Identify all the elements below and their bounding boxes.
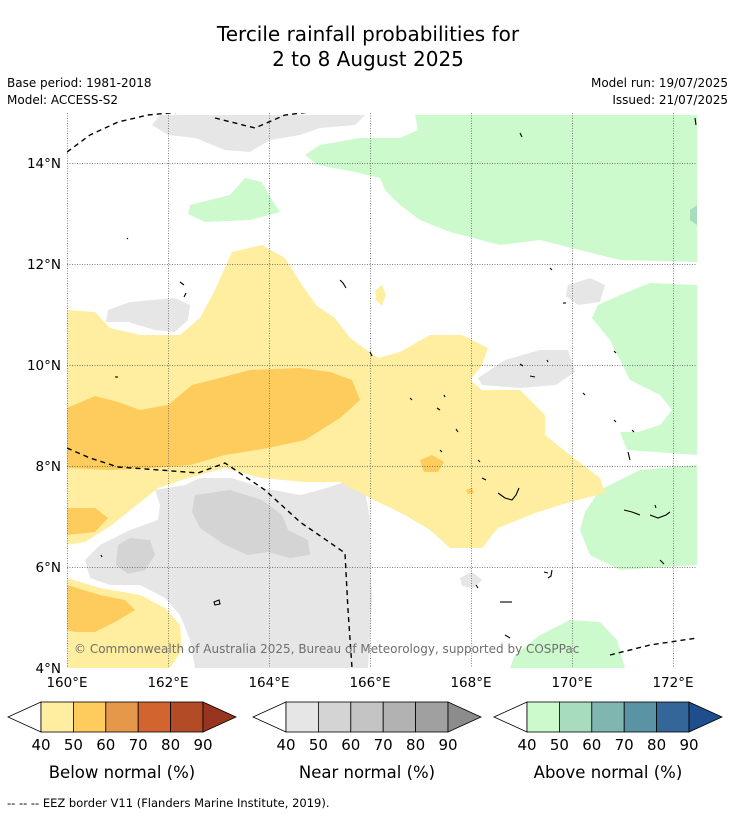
- latitude-labels: 14°N 12°N 10°N 8°N 6°N 4°N: [27, 156, 61, 677]
- colorbar-swatch: [317, 701, 352, 733]
- colorbar-tick-label: 70: [615, 736, 634, 754]
- near-normal-region-mid: [478, 350, 575, 388]
- colorbar-tick-label: 40: [517, 736, 536, 754]
- lon-label: 164°E: [248, 675, 289, 691]
- colorbar-tick-label: 50: [309, 736, 328, 754]
- colorbar-tick-label: 80: [161, 736, 180, 754]
- island-markers: [100, 117, 697, 639]
- lon-label: 160°E: [46, 675, 87, 691]
- model-name: Model: ACCESS-S2: [7, 93, 119, 107]
- map-plot-area: © Commonwealth of Australia 2025, Bureau…: [67, 113, 697, 668]
- above-normal-region-south: [510, 620, 625, 668]
- colorbar-tick-label: 70: [374, 736, 393, 754]
- colorbar-swatch: [526, 701, 560, 733]
- colorbar-low-extend: [7, 701, 42, 733]
- colorbar-swatch: [170, 701, 204, 733]
- lon-label: 168°E: [450, 675, 491, 691]
- near-normal-region-dot: [460, 572, 482, 588]
- colorbar-tick-label: 70: [129, 736, 148, 754]
- colorbar-legends: 40 50 60 70 80 90 Below normal (%) 40 50 60 70 80 90…: [7, 701, 723, 782]
- colorbar-high-extend: [202, 701, 237, 733]
- below-normal-50-dot: [466, 488, 474, 494]
- lat-label: 12°N: [27, 257, 61, 273]
- lon-label: 170°E: [551, 675, 592, 691]
- lon-label: 166°E: [349, 675, 390, 691]
- colorbar-title: Below normal (%): [49, 763, 196, 782]
- issued-date: Issued: 21/07/2025: [612, 93, 728, 107]
- colorbar-swatch: [623, 701, 658, 733]
- title-line-1: Tercile rainfall probabilities for: [216, 22, 520, 46]
- below-normal-region-spot: [376, 285, 386, 306]
- colorbar-title: Above normal (%): [534, 763, 683, 782]
- base-period: Base period: 1981-2018: [7, 76, 152, 90]
- near-normal-region-south: [85, 478, 372, 668]
- colorbar-swatch: [285, 701, 319, 733]
- colorbar-tick-label: 50: [64, 736, 83, 754]
- colorbar-tick-label: 90: [679, 736, 698, 754]
- eez-border: [67, 113, 697, 668]
- above-normal-50-patch: [690, 205, 697, 225]
- colorbar-0: 40 50 60 70 80 90 Below normal (%): [7, 701, 237, 782]
- colorbar-swatch: [105, 701, 139, 733]
- lon-label: 162°E: [147, 675, 188, 691]
- lat-label: 6°N: [36, 560, 61, 576]
- colorbar-low-extend: [252, 701, 287, 733]
- lon-label: 172°E: [652, 675, 693, 691]
- colorbar-swatch: [656, 701, 690, 733]
- colorbar-tick-label: 50: [550, 736, 569, 754]
- colorbar-tick-label: 80: [647, 736, 666, 754]
- map-title: Tercile rainfall probabilities for 2 to …: [0, 22, 736, 72]
- colorbar-tick-label: 60: [341, 736, 360, 754]
- colorbar-swatch: [415, 701, 449, 733]
- above-normal-region-east: [592, 283, 697, 455]
- colorbar-2: 40 50 60 70 80 90 Above normal (%): [493, 701, 723, 782]
- colorbar-title: Near normal (%): [299, 763, 435, 782]
- colorbar-swatch: [350, 701, 384, 733]
- colorbar-tick-label: 90: [438, 736, 457, 754]
- near-normal-region-north: [152, 115, 365, 152]
- below-normal-50-southwest: [67, 585, 135, 632]
- below-normal-50-spot: [420, 455, 444, 472]
- near-normal-region-west: [106, 298, 190, 332]
- model-run: Model run: 19/07/2025: [590, 76, 728, 90]
- colorbar-high-extend: [688, 701, 723, 733]
- colorbar-tick-label: 60: [582, 736, 601, 754]
- near-normal-region-east: [566, 278, 605, 305]
- eez-footnote: -- -- -- EEZ border V11 (Flanders Marine…: [7, 796, 330, 810]
- colorbar-tick-label: 90: [193, 736, 212, 754]
- lat-label: 8°N: [36, 459, 61, 475]
- colorbar-swatch: [559, 701, 593, 733]
- map-gridlines: [67, 113, 697, 668]
- lat-label: 4°N: [36, 661, 61, 677]
- colorbar-swatch: [73, 701, 107, 733]
- colorbar-tick-label: 80: [406, 736, 425, 754]
- below-normal-50-west: [67, 508, 108, 535]
- colorbar-swatch: [591, 701, 625, 733]
- colorbar-tick-label: 40: [276, 736, 295, 754]
- colorbar-high-extend: [447, 701, 482, 733]
- above-normal-region-southeast: [580, 465, 697, 570]
- above-normal-region-small: [188, 178, 280, 222]
- near-normal-50-patch: [116, 538, 155, 574]
- copyright-notice: © Commonwealth of Australia 2025, Bureau…: [74, 642, 579, 656]
- lat-label: 10°N: [27, 358, 61, 374]
- colorbar-tick-label: 40: [31, 736, 50, 754]
- above-normal-region-north: [305, 115, 697, 262]
- below-normal-50-band: [67, 368, 360, 470]
- lat-label: 14°N: [27, 156, 61, 172]
- colorbar-swatch: [137, 701, 171, 733]
- colorbar-tick-label: 60: [96, 736, 115, 754]
- title-line-2: 2 to 8 August 2025: [272, 47, 464, 71]
- colorbar-swatch: [40, 701, 74, 733]
- colorbar-low-extend: [493, 701, 528, 733]
- longitude-labels: 160°E 162°E 164°E 166°E 168°E 170°E 172°…: [46, 675, 693, 691]
- colorbar-swatch: [382, 701, 417, 733]
- near-normal-50-region: [192, 490, 310, 558]
